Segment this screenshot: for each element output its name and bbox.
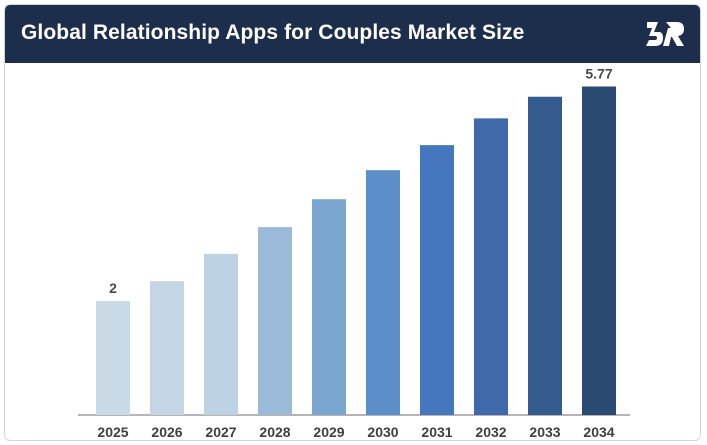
bar-2025 — [96, 301, 130, 415]
bar-2028 — [258, 227, 292, 415]
bar-2032 — [474, 118, 508, 416]
x-tick-label-2026: 2026 — [151, 424, 182, 440]
data-label-2034: 5.77 — [585, 65, 612, 81]
bar-2030 — [366, 170, 400, 415]
x-tick-label-2034: 2034 — [583, 424, 614, 440]
x-tick-label-2025: 2025 — [97, 424, 128, 440]
brand-logo-icon — [646, 22, 684, 46]
x-tick-label-2029: 2029 — [313, 424, 344, 440]
x-tick-label-2033: 2033 — [529, 424, 560, 440]
x-tick-label-2032: 2032 — [475, 424, 506, 440]
chart-header: Global Relationship Apps for Couples Mar… — [5, 5, 700, 63]
bar-2034 — [582, 86, 616, 415]
x-tick-label-2031: 2031 — [421, 424, 452, 440]
x-tick-label-2028: 2028 — [259, 424, 290, 440]
bar-2029 — [312, 199, 346, 415]
bar-2031 — [420, 145, 454, 416]
bar-2027 — [204, 253, 238, 415]
data-label-2025: 2 — [109, 280, 117, 296]
bar-2026 — [150, 281, 184, 415]
x-tick-label-2027: 2027 — [205, 424, 236, 440]
chart-title: Global Relationship Apps for Couples Mar… — [21, 21, 525, 44]
x-tick-label-2030: 2030 — [367, 424, 398, 440]
bar-2033 — [528, 96, 562, 415]
